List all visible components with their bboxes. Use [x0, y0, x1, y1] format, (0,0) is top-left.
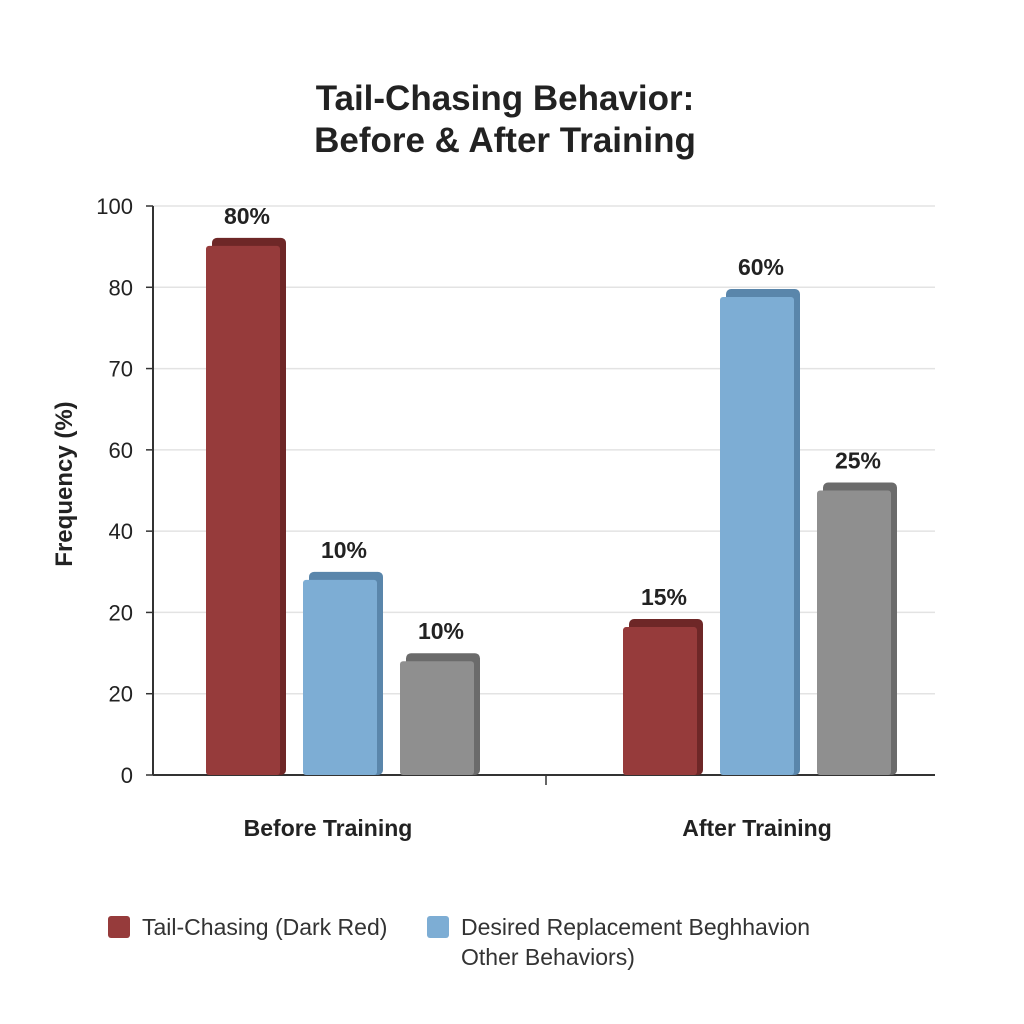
data-label: 60%	[738, 254, 784, 280]
y-axis-label: Frequency (%)	[51, 401, 78, 566]
bar	[817, 490, 891, 775]
legend-swatch-blue	[427, 916, 449, 938]
bar	[623, 627, 697, 775]
chart-title-line-2: Before & After Training	[314, 121, 696, 160]
data-label: 15%	[641, 584, 687, 610]
legend-label: Desired Replacement Beghhavion	[461, 914, 811, 940]
data-label: 10%	[418, 618, 464, 644]
data-label: 25%	[835, 448, 881, 474]
chart-title: Tail-Chasing Behavior: Before & After Tr…	[0, 78, 1010, 162]
y-tick-label: 80	[109, 275, 133, 300]
bar	[303, 579, 377, 775]
data-label: 10%	[321, 537, 367, 563]
y-tick-label: 20	[109, 682, 133, 707]
data-label: 80%	[224, 203, 270, 229]
bar	[720, 297, 794, 775]
y-tick-label: 0	[121, 763, 133, 788]
bar	[206, 245, 280, 775]
y-tick-label: 100	[96, 194, 133, 219]
legend-swatch-red	[108, 916, 130, 938]
x-category-label: After Training	[682, 815, 832, 841]
y-tick-label: 60	[109, 438, 133, 463]
y-tick-label: 40	[109, 519, 133, 544]
y-tick-label: 70	[109, 357, 133, 382]
y-tick-label: 20	[109, 600, 133, 625]
legend-label: Tail-Chasing (Dark Red)	[142, 914, 388, 940]
legend-label: Other Behaviors)	[461, 944, 635, 970]
bar	[400, 661, 474, 775]
x-category-label: Before Training	[244, 815, 413, 841]
chart-title-line-1: Tail-Chasing Behavior:	[315, 79, 695, 118]
